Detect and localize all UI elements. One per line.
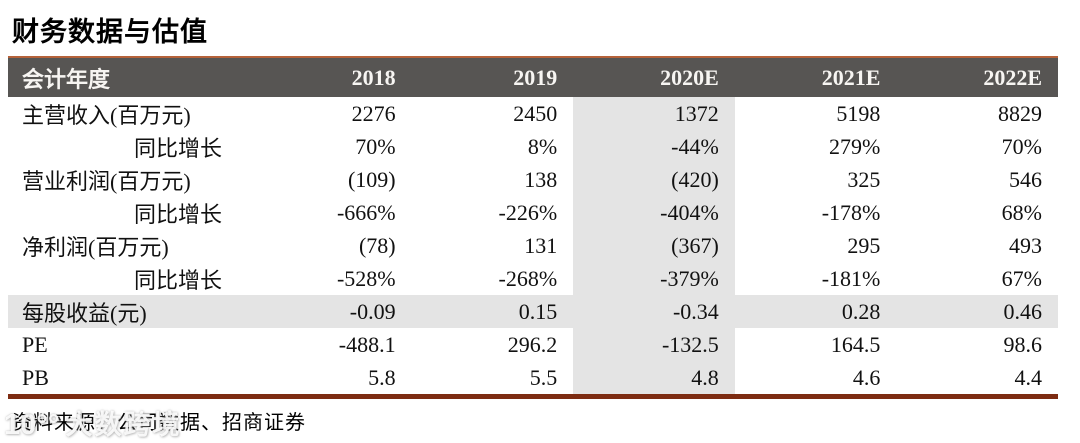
table-row: 每股收益(元) -0.09 0.15 -0.34 0.28 0.46 bbox=[8, 295, 1058, 328]
table-cell: 70% bbox=[355, 133, 396, 159]
table-cell: 546 bbox=[1009, 166, 1042, 192]
table-cell: -528% bbox=[336, 265, 396, 291]
row-label: 同比增长 bbox=[133, 135, 222, 161]
table-cell: (109) bbox=[347, 166, 396, 192]
page-title: 财务数据与估值 bbox=[12, 17, 208, 47]
table-cell: 296.2 bbox=[507, 331, 558, 357]
table-cell: 8% bbox=[527, 133, 558, 159]
table-cell: 4.8 bbox=[573, 361, 735, 397]
table-header-row: 会计年度 2018 2019 2020E 2021E 2022E bbox=[8, 57, 1058, 97]
header-cell-year: 2020E bbox=[573, 57, 735, 97]
table-cell: -666% bbox=[336, 199, 396, 225]
table-cell: -178% bbox=[821, 199, 881, 225]
table-cell: -379% bbox=[573, 262, 735, 295]
table-cell: 4.6 bbox=[852, 364, 881, 390]
table-cell: 0.46 bbox=[896, 295, 1058, 328]
row-label: 主营收入(百万元) bbox=[22, 102, 191, 128]
table-cell: 5.8 bbox=[368, 364, 396, 390]
table-row: PE -488.1 296.2 -132.5 164.5 98.6 bbox=[8, 328, 1058, 361]
row-label: PB bbox=[22, 364, 49, 390]
row-label: PE bbox=[22, 331, 48, 357]
row-label: 同比增长 bbox=[133, 267, 222, 293]
table-row: 同比增长 -666% -226% -404% -178% 68% bbox=[8, 196, 1058, 229]
table-cell: 98.6 bbox=[1003, 331, 1043, 357]
table-cell: 0.28 bbox=[734, 295, 897, 328]
table-row: 主营收入(百万元) 2276 2450 1372 5198 8829 bbox=[8, 97, 1058, 130]
table-cell: (78) bbox=[358, 232, 396, 258]
table-cell: -181% bbox=[821, 265, 881, 291]
table-cell: 5.5 bbox=[529, 364, 558, 390]
table-cell: 493 bbox=[1009, 232, 1042, 258]
table-cell: 2276 bbox=[351, 100, 396, 126]
table-cell: 131 bbox=[524, 232, 558, 258]
table-cell: -268% bbox=[498, 265, 558, 291]
source-note: 资料来源：公司数据、招商证券 bbox=[12, 412, 306, 434]
table-cell: -404% bbox=[573, 196, 735, 229]
header-cell-year: 2019 bbox=[411, 57, 574, 97]
table-cell: 8829 bbox=[998, 100, 1042, 126]
table-cell: -44% bbox=[573, 130, 735, 163]
table-row: 同比增长 70% 8% -44% 279% 70% bbox=[8, 130, 1058, 163]
header-cell-year: 2018 bbox=[250, 57, 412, 97]
table-cell: 164.5 bbox=[830, 331, 881, 357]
table-cell: 67% bbox=[1001, 265, 1042, 291]
table-row: 营业利润(百万元) (109) 138 (420) 325 546 bbox=[8, 163, 1058, 196]
table-cell: 70% bbox=[1001, 133, 1042, 159]
table-cell: -226% bbox=[498, 199, 558, 225]
financial-table: 会计年度 2018 2019 2020E 2021E 2022E 主营收入(百万元) 227… bbox=[8, 56, 1058, 399]
table-cell: 325 bbox=[847, 166, 881, 192]
table-row: PB 5.8 5.5 4.8 4.6 4.4 bbox=[8, 361, 1058, 397]
table-body: 主营收入(百万元) 2276 2450 1372 5198 8829 同比增长 70% 8% -4… bbox=[8, 97, 1058, 397]
table-row: 同比增长 -528% -268% -379% -181% 67% bbox=[8, 262, 1058, 295]
table-cell: 4.4 bbox=[1014, 364, 1043, 390]
table-cell: -0.34 bbox=[573, 295, 735, 328]
table-cell: 2450 bbox=[513, 100, 558, 126]
table-cell: -132.5 bbox=[573, 328, 735, 361]
row-label: 每股收益(元) bbox=[8, 295, 250, 328]
table-cell: 5198 bbox=[836, 100, 881, 126]
row-label: 净利润(百万元) bbox=[22, 234, 169, 260]
row-label: 同比增长 bbox=[133, 201, 222, 227]
table-cell: 1372 bbox=[573, 97, 735, 130]
header-cell-label: 会计年度 bbox=[8, 57, 250, 97]
table-cell: 0.15 bbox=[411, 295, 574, 328]
table-cell: (420) bbox=[573, 163, 735, 196]
table-cell: -0.09 bbox=[250, 295, 412, 328]
table-header: 会计年度 2018 2019 2020E 2021E 2022E bbox=[8, 57, 1058, 97]
table-cell: 138 bbox=[524, 166, 558, 192]
row-label: 营业利润(百万元) bbox=[22, 168, 191, 194]
header-cell-year: 2021E bbox=[734, 57, 897, 97]
header-cell-year: 2022E bbox=[896, 57, 1058, 97]
table-cell: -488.1 bbox=[338, 331, 396, 357]
table-cell: 68% bbox=[1001, 199, 1042, 225]
table-row: 净利润(百万元) (78) 131 (367) 295 493 bbox=[8, 229, 1058, 262]
table-cell: 279% bbox=[829, 133, 881, 159]
table-cell: (367) bbox=[573, 229, 735, 262]
table-cell: 295 bbox=[847, 232, 881, 258]
